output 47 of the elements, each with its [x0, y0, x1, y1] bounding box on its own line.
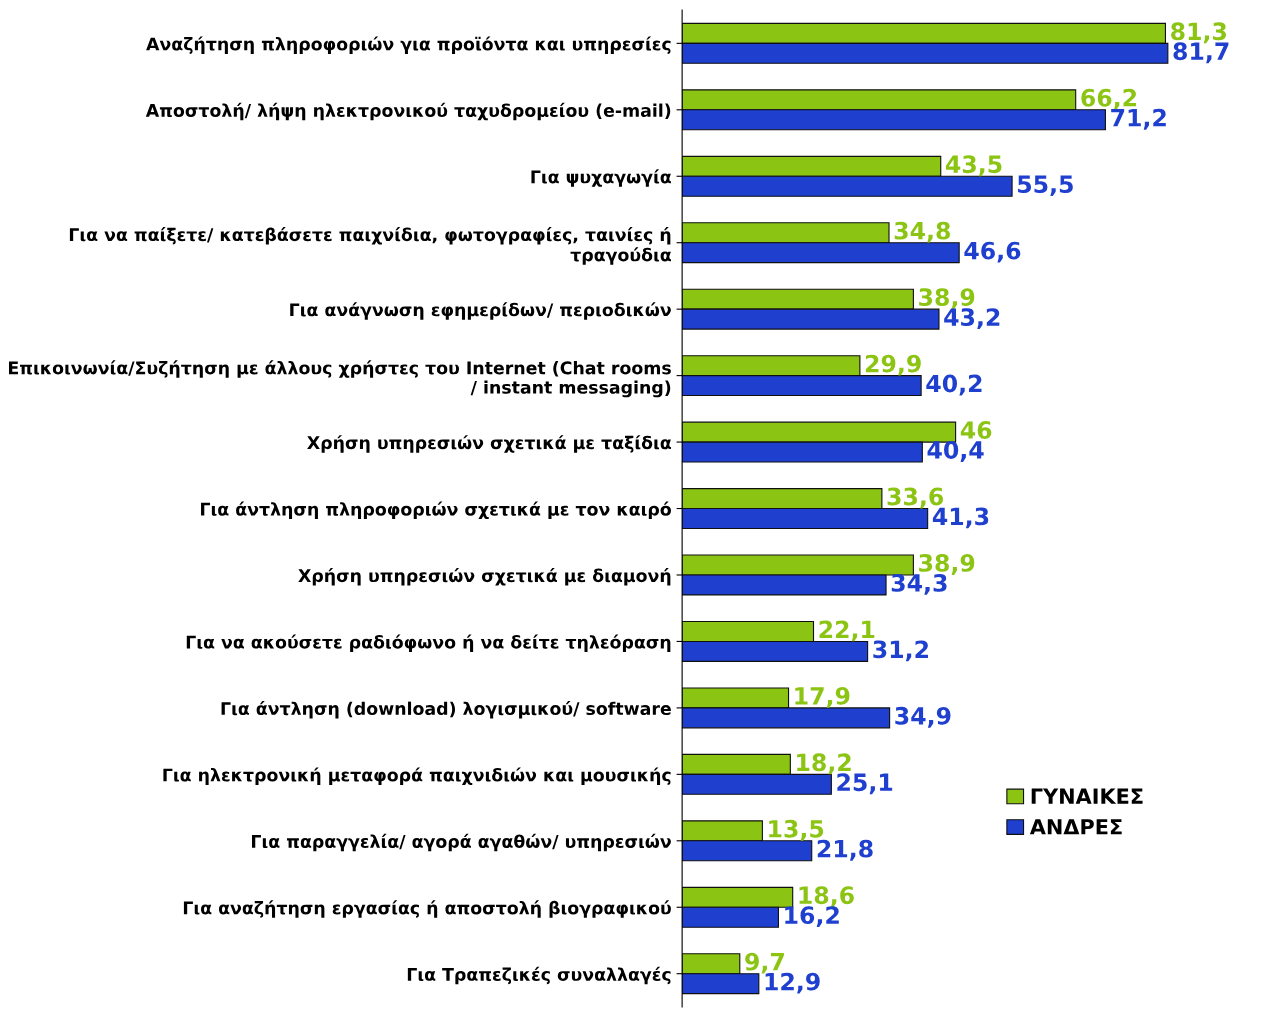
data-label: 71,2 — [1111, 108, 1166, 130]
y-tick-label: Για αναζήτηση εργασίας ή αποστολή βιογραφικού — [183, 900, 671, 918]
data-label: 43,2 — [944, 308, 1000, 329]
y-tick-label: Επικοινωνία/Συζήτηση με άλλους χρήστες του Internet (Chat rooms / instant messaging) — [8, 360, 671, 398]
data-label: 55,5 — [1018, 175, 1073, 197]
data-label: 38,9 — [919, 288, 975, 310]
y-tick-label: Για άντληση πληροφοριών σχετικά με τον καιρό — [201, 501, 671, 520]
data-label: 81,3 — [1171, 22, 1227, 44]
legend-label: ΓΥΝΑΙΚΕΣ — [1031, 788, 1143, 804]
y-tick-label: Για να παίξετε/ κατεβάσετε παιχνίδια, φωτογραφίες, ταινίες ή τραγούδια — [69, 227, 671, 265]
data-label: 34,9 — [895, 706, 951, 728]
data-label: 22,1 — [819, 620, 875, 642]
y-tick-label: Για παραγγελία/ αγορά αγαθών/ υπηρεσιών — [252, 833, 671, 852]
data-label: 17,9 — [795, 686, 850, 708]
y-tick-label: Για άντληση (download) λογισμικού/ software — [221, 700, 671, 719]
data-label: 9,7 — [745, 952, 784, 974]
y-tick-label: Αναζήτηση πληροφοριών για προϊόντα και υπηρεσίες — [146, 36, 671, 54]
y-tick-label: Για Τραπεζικές συναλλαγές — [407, 966, 671, 985]
data-label: 18,6 — [799, 886, 854, 908]
data-label: 16,2 — [785, 906, 839, 928]
data-label: 66,2 — [1081, 88, 1137, 110]
data-label: 25,1 — [837, 773, 893, 795]
data-label: 31,2 — [873, 640, 928, 662]
y-tick-label: Χρήση υπηρεσιών σχετικά με διαμονή — [298, 568, 671, 586]
data-label: 18,2 — [797, 753, 851, 775]
data-label: 41,3 — [932, 507, 989, 529]
data-label: 46,6 — [964, 241, 1021, 263]
data-label: 34,8 — [894, 221, 950, 243]
data-label: 38,9 — [919, 554, 975, 575]
data-label: 46 — [960, 421, 992, 439]
y-tick-label: Για ηλεκτρονική μεταφορά παιχνιδιών και μουσικής — [163, 767, 671, 785]
data-label: 12,9 — [765, 972, 820, 994]
y-tick-label: Αποστολή/ λήψη ηλεκτρονικού ταχυδρομείου (e-mail) — [145, 102, 671, 121]
data-label: 13,5 — [769, 819, 824, 841]
data-label: 40,4 — [927, 441, 984, 462]
data-label: 21,8 — [817, 839, 873, 861]
legend-label: ΑΝΔΡΕΣ — [1029, 819, 1122, 835]
data-label: 33,6 — [887, 487, 944, 509]
data-label: 40,2 — [926, 374, 982, 396]
y-tick-label: Για ψυχαγωγία — [531, 169, 671, 187]
y-tick-label: Για ανάγνωση εφημερίδων/ περιοδικών — [290, 302, 671, 320]
data-label: 29,9 — [865, 354, 921, 376]
data-label: 81,7 — [1173, 42, 1229, 64]
data-label: 34,3 — [891, 573, 947, 595]
y-tick-label: Για να ακούσετε ραδιόφωνο ή να δείτε τηλεόραση — [186, 634, 671, 652]
data-label: 43,5 — [945, 155, 1002, 177]
y-tick-label: Χρήση υπηρεσιών σχετικά με ταξίδια — [307, 435, 671, 453]
